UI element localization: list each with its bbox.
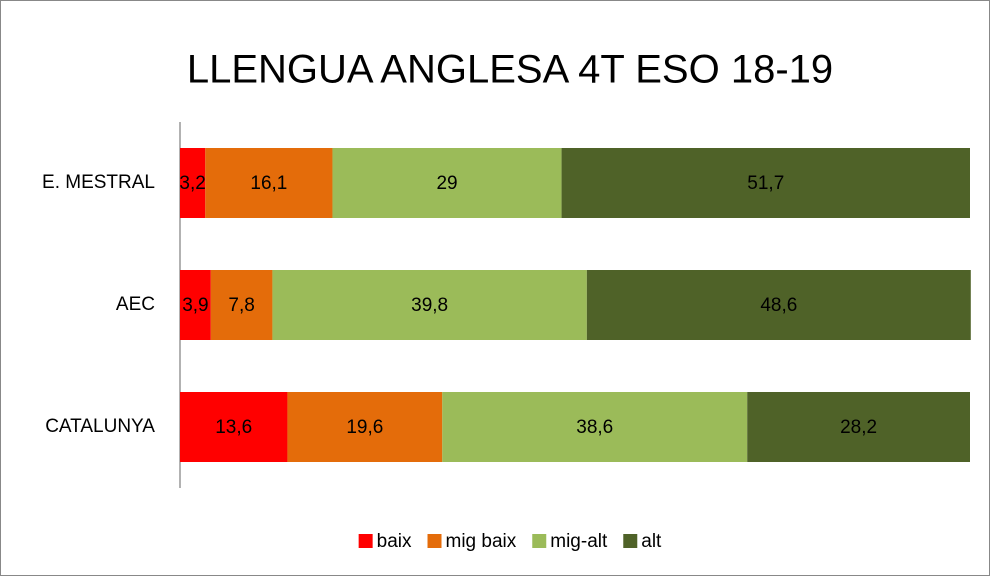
bar-segment <box>205 148 333 218</box>
bar-segment <box>180 270 211 340</box>
data-label: 16,1 <box>250 173 287 194</box>
bar-segment <box>180 148 206 218</box>
y-tick-label: CATALUNYA <box>45 416 155 437</box>
bar-segment <box>586 270 971 340</box>
data-label: 51,7 <box>747 173 784 194</box>
data-label: 7,8 <box>228 295 254 316</box>
bar-segment <box>272 270 587 340</box>
legend-label: mig baix <box>446 531 517 552</box>
data-label: 13,6 <box>215 417 252 438</box>
data-label: 38,6 <box>576 417 613 438</box>
legend-label: baix <box>377 531 412 552</box>
bar-segment <box>332 148 562 218</box>
bar-segment <box>442 392 748 462</box>
bar-segment <box>210 270 273 340</box>
data-label: 19,6 <box>346 417 383 438</box>
legend-swatch <box>358 534 373 548</box>
bar-segment <box>747 392 970 462</box>
data-label: 48,6 <box>760 295 797 316</box>
legend-swatch <box>532 534 547 548</box>
chart-title: LLENGUA ANGLESA 4T ESO 18-19 <box>187 48 833 92</box>
legend-label: mig-alt <box>550 531 608 552</box>
data-label: 3,9 <box>182 295 208 316</box>
y-tick-label: E. MESTRAL <box>42 172 155 193</box>
data-label: 28,2 <box>840 417 877 438</box>
bar-segment <box>561 148 970 218</box>
bar-segment <box>287 392 443 462</box>
bar-segment <box>180 392 288 462</box>
data-label: 29 <box>436 173 457 194</box>
legend-label: alt <box>641 531 662 552</box>
y-tick-label: AEC <box>116 294 155 315</box>
legend-swatch <box>623 534 638 548</box>
data-label: 39,8 <box>411 295 448 316</box>
data-label: 3,2 <box>179 173 205 194</box>
legend-swatch <box>427 534 442 548</box>
